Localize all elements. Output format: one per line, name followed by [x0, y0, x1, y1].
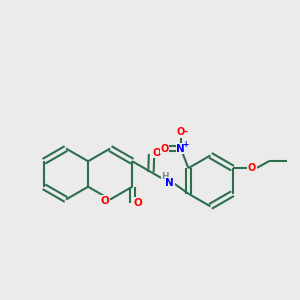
Text: -: -	[183, 127, 187, 136]
Text: H: H	[161, 172, 169, 181]
Text: O: O	[248, 163, 256, 173]
Text: N: N	[165, 178, 174, 188]
Text: +: +	[182, 140, 188, 149]
Text: O: O	[153, 148, 161, 158]
Text: O: O	[177, 127, 185, 137]
Text: O: O	[100, 196, 109, 206]
Text: O: O	[133, 198, 142, 208]
Text: N: N	[176, 144, 185, 154]
Text: O: O	[160, 144, 169, 154]
